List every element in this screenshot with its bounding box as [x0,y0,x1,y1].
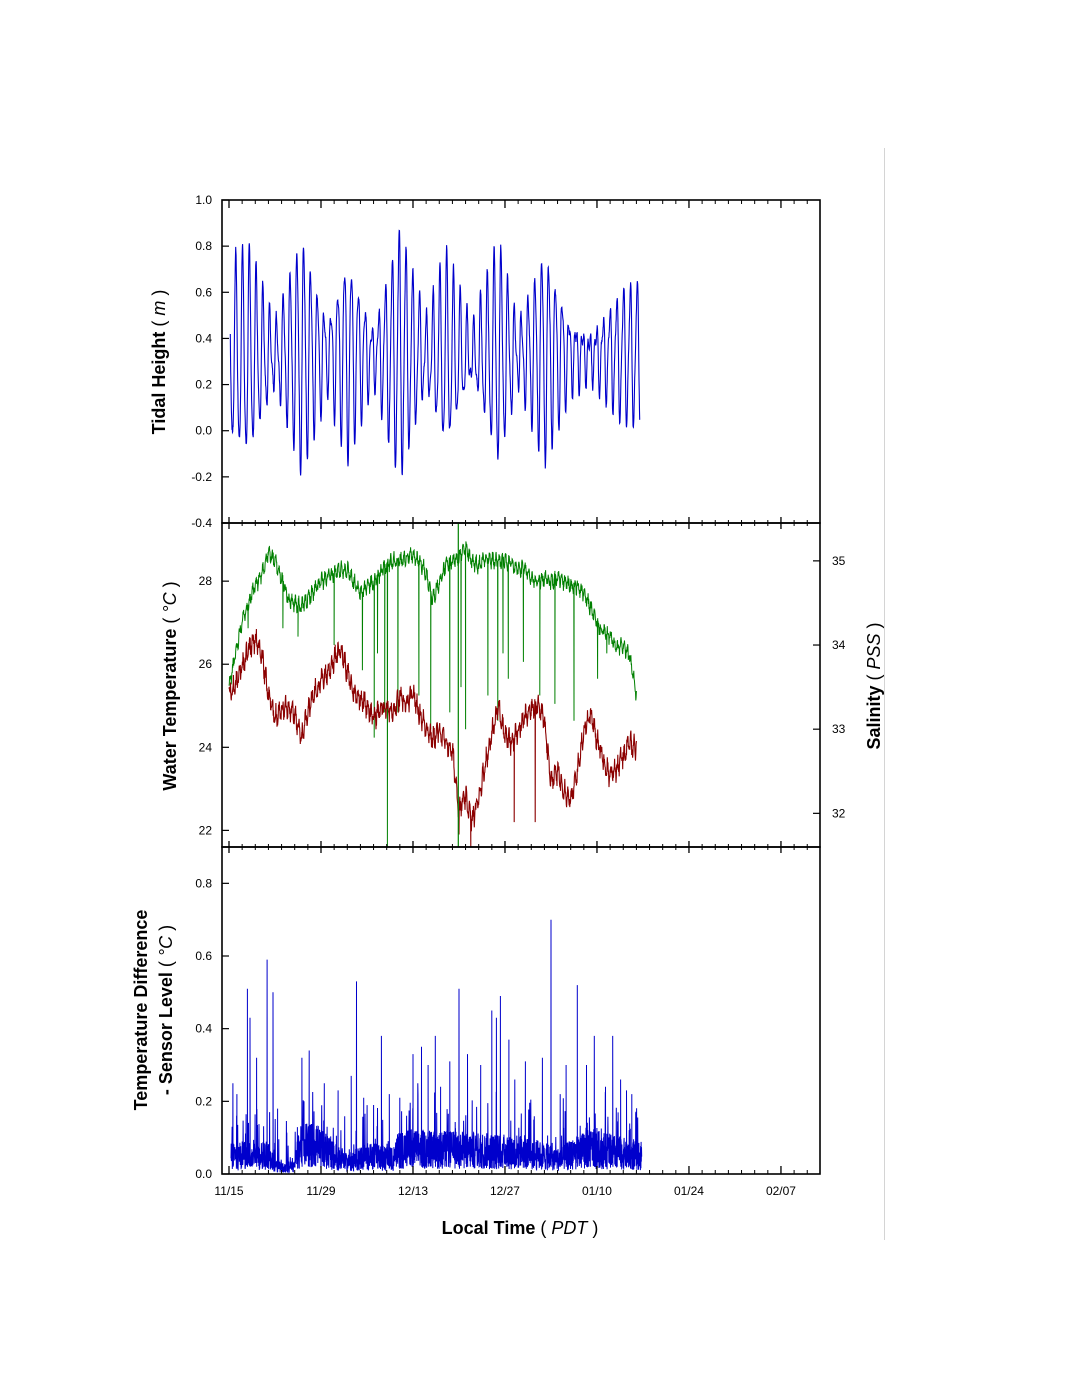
tidal-height-frame [221,199,821,524]
tidal-height-y-tick-label: 0.8 [195,239,212,253]
tidal-height-y-tick-label: 0.0 [195,424,212,438]
tidal-height-y-tick-label: 1.0 [195,193,212,207]
temperature-difference-y-label: Temperature Difference [131,910,151,1111]
x-tick-label: 01/24 [674,1184,704,1198]
x-axis-ticks: 11/15 11/29 12/13 12/27 01/10 01/24 02/07 [214,200,808,1198]
temperature-difference-y-tick-label: 0.0 [195,1167,212,1181]
temperature-difference-y-tick-label: 0.6 [195,949,212,963]
page-divider-line [884,148,885,1240]
salinity-y-tick-label: 33 [832,722,846,736]
salinity-y-tick-label: 35 [832,554,846,568]
tidal-height-y-tick-label: 0.6 [195,285,212,299]
water-temperature-plot-area [228,523,637,848]
water-temperature-y-tick-label: 26 [199,657,213,671]
tidal-height-y-tick-label: -0.2 [191,470,212,484]
water-temperature-y-tick-label: 22 [199,823,213,837]
temperature-difference-y-label-line2: - Sensor Level ( °C ) [156,925,176,1095]
water-temperature-y-ticks: 28 26 24 22 [199,574,229,837]
salinity-series-line [228,541,637,848]
temperature-difference-y-tick-label: 0.8 [195,876,212,890]
temperature-difference-plot-area [230,919,643,1174]
temperature-difference-y-tick-label: 0.2 [195,1094,212,1108]
salinity-y-tick-label: 34 [832,638,846,652]
x-axis-label: Local Time ( PDT ) [442,1218,599,1238]
salinity-y-label: Salinity ( PSS ) [864,622,884,749]
x-tick-label: 01/10 [582,1184,612,1198]
salinity-y-ticks: 35 34 33 32 [813,554,846,820]
x-tick-label: 11/29 [306,1184,335,1198]
tidal-height-y-label: Tidal Height ( m ) [149,290,169,435]
water-temperature-y-tick-label: 28 [199,574,213,588]
tidal-height-y-ticks: 1.0 0.8 0.6 0.4 0.2 0.0 -0.2 -0.4 [191,193,229,530]
temperature-difference-y-tick-label: 0.4 [195,1022,212,1036]
salinity-y-tick-label: 32 [832,806,846,820]
temperature-difference-series-line [230,919,643,1174]
tidal-height-plot-area [229,229,641,476]
temperature-difference-frame [221,846,821,1175]
tidal-height-y-tick-label: 0.2 [195,378,212,392]
x-tick-label: 11/15 [214,1184,243,1198]
water-temperature-series-line [228,628,637,848]
x-tick-label: 12/13 [398,1184,428,1198]
x-tick-label: 02/07 [766,1184,796,1198]
tidal-height-series-line [229,229,641,476]
water-temperature-y-label: Water Temperature ( °C ) [160,581,180,790]
tidal-height-y-tick-label: -0.4 [191,516,212,530]
temperature-difference-y-ticks: 0.8 0.6 0.4 0.2 0.0 [195,876,229,1181]
x-tick-label: 12/27 [490,1184,520,1198]
panel-water-temperature-salinity: 28 26 24 22 35 34 33 32 Water Temperature ( °C… [160,522,884,848]
water-temperature-y-tick-label: 24 [199,740,213,754]
panel-temperature-difference: 0.8 0.6 0.4 0.2 0.0 Temperature Difference -… [131,846,821,1181]
tidal-height-y-tick-label: 0.4 [195,331,212,345]
panel-tidal-height: 1.0 0.8 0.6 0.4 0.2 0.0 -0.2 -0.4 Tidal Height … [149,193,821,530]
